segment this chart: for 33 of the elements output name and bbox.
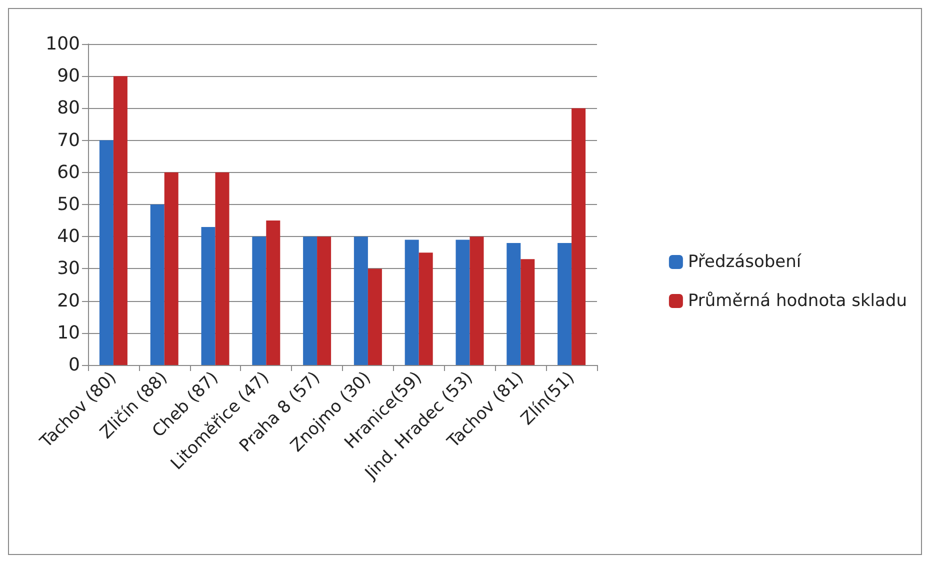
y-tick-label: 10 — [57, 322, 80, 344]
bar — [572, 108, 586, 365]
y-tick-label: 100 — [46, 34, 80, 54]
bar — [266, 220, 280, 365]
bar — [164, 172, 178, 365]
bar — [520, 259, 535, 365]
y-tick-label: 50 — [57, 194, 80, 215]
y-tick-label: 0 — [68, 354, 80, 376]
bar — [150, 204, 164, 365]
bar — [201, 226, 216, 365]
bar — [506, 243, 521, 365]
legend-label: Předzásobení — [688, 252, 802, 272]
bar — [252, 236, 266, 365]
bar — [303, 236, 318, 365]
y-tick-label: 20 — [57, 290, 80, 312]
y-tick-label: 30 — [57, 258, 80, 280]
bar — [404, 240, 419, 365]
y-tick-label: 80 — [57, 98, 80, 119]
bar — [354, 236, 368, 365]
bar — [368, 268, 382, 365]
bar — [215, 172, 230, 365]
bar — [418, 252, 433, 365]
y-tick-label: 70 — [57, 130, 80, 151]
bar — [470, 236, 484, 365]
bar — [558, 243, 572, 365]
bar — [113, 76, 128, 365]
bar — [456, 240, 470, 365]
y-tick-label: 90 — [57, 66, 80, 87]
legend-label: Průměrná hodnota skladu — [688, 291, 908, 311]
y-tick-label: 40 — [57, 226, 80, 248]
y-tick-label: 60 — [57, 162, 80, 183]
bar — [99, 140, 114, 365]
bar — [317, 236, 332, 365]
